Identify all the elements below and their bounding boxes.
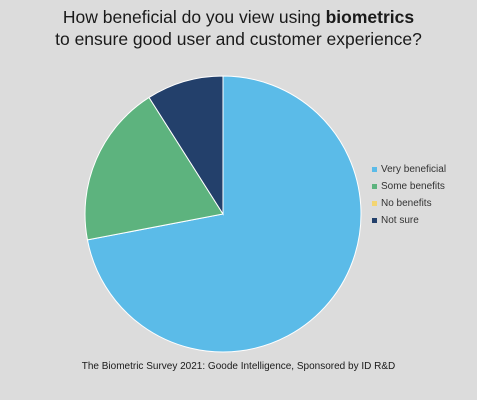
- chart-title-line2: to ensure good user and customer experie…: [55, 29, 422, 49]
- chart-title-line1: How beneficial do you view using biometr…: [0, 6, 477, 28]
- title-bold-text: biometrics: [325, 7, 415, 27]
- legend-item-no-benefits: No benefits: [372, 195, 446, 212]
- legend-swatch: [372, 218, 377, 223]
- chart-legend: Very beneficial Some benefits No benefits N…: [372, 161, 446, 229]
- legend-label: Very beneficial: [381, 164, 447, 175]
- legend-label: No benefits: [381, 198, 432, 209]
- legend-swatch: [372, 167, 377, 172]
- chart-title: How beneficial do you view using biometr…: [0, 6, 477, 50]
- legend-label: Not sure: [381, 215, 419, 226]
- title-text: How beneficial do you view using: [62, 7, 326, 27]
- legend-swatch: [372, 201, 377, 206]
- pie-slice-some-benefits: [84, 96, 224, 241]
- pie-slice-not-sure: [148, 75, 224, 216]
- legend-item-not-sure: Not sure: [372, 212, 446, 229]
- legend-item-some-benefits: Some benefits: [372, 178, 446, 195]
- pie-slice-very-beneficial: [86, 75, 362, 353]
- source-caption: The Biometric Survey 2021: Goode Intelli…: [81, 361, 396, 372]
- legend-item-very-beneficial: Very beneficial: [372, 161, 446, 178]
- legend-label: Some benefits: [381, 181, 445, 192]
- legend-swatch: [372, 184, 377, 189]
